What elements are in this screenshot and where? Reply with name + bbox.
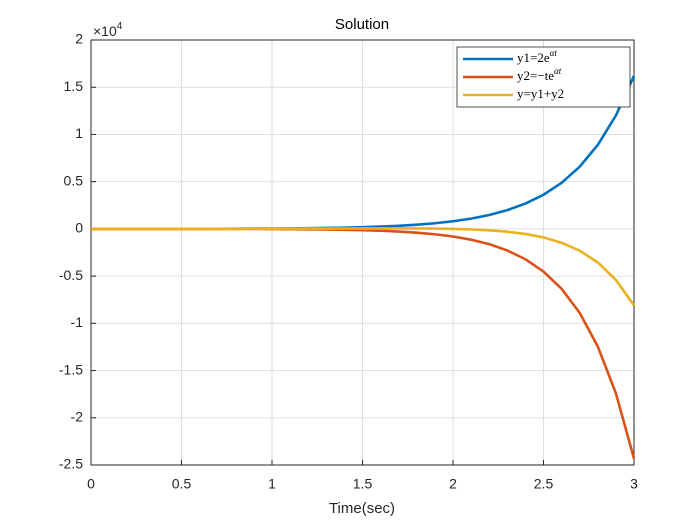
y-tick-label: 1 <box>75 125 83 141</box>
y-tick-label: 2 <box>75 31 83 47</box>
y-tick-label: 1.5 <box>64 78 84 94</box>
axes-box <box>90 39 635 466</box>
y-tick-label: 0.5 <box>64 172 84 188</box>
legend-label: y1=2eαt <box>517 48 557 65</box>
y-tick-label: -2 <box>71 408 84 424</box>
y-tick-label: -1 <box>71 314 84 330</box>
y-exponent: ×104 <box>93 21 123 39</box>
legend-name: y=y1+y2 <box>517 86 564 101</box>
y-exponent-power: 4 <box>117 21 123 32</box>
legend-superscript: αt <box>554 66 562 76</box>
legend-name: y1=2e <box>517 50 550 65</box>
y-tick-label: -1.5 <box>59 361 83 377</box>
legend-superscript: αt <box>550 48 558 58</box>
y-tick-label: -0.5 <box>59 267 83 283</box>
legend-label: y=y1+y2 <box>517 86 564 101</box>
chart-title: Solution <box>335 16 389 33</box>
x-tick-label: 1.5 <box>353 476 373 492</box>
x-tick-label: 2 <box>449 476 457 492</box>
x-tick-label: 0 <box>87 476 95 492</box>
x-tick-label: 3 <box>630 476 638 492</box>
x-tick-label: 0.5 <box>172 476 192 492</box>
series-line <box>90 227 636 307</box>
y-exponent-base: ×10 <box>93 23 117 39</box>
x-tick-label: 1 <box>268 476 276 492</box>
x-axis-label: Time(sec) <box>329 500 395 517</box>
legend-label: y2=−teαt <box>517 66 562 83</box>
y-tick-label: -2.5 <box>59 456 83 472</box>
legend-name: y2=−te <box>517 68 554 83</box>
y-tick-label: 0 <box>75 220 83 236</box>
x-tick-label: 2.5 <box>534 476 554 492</box>
